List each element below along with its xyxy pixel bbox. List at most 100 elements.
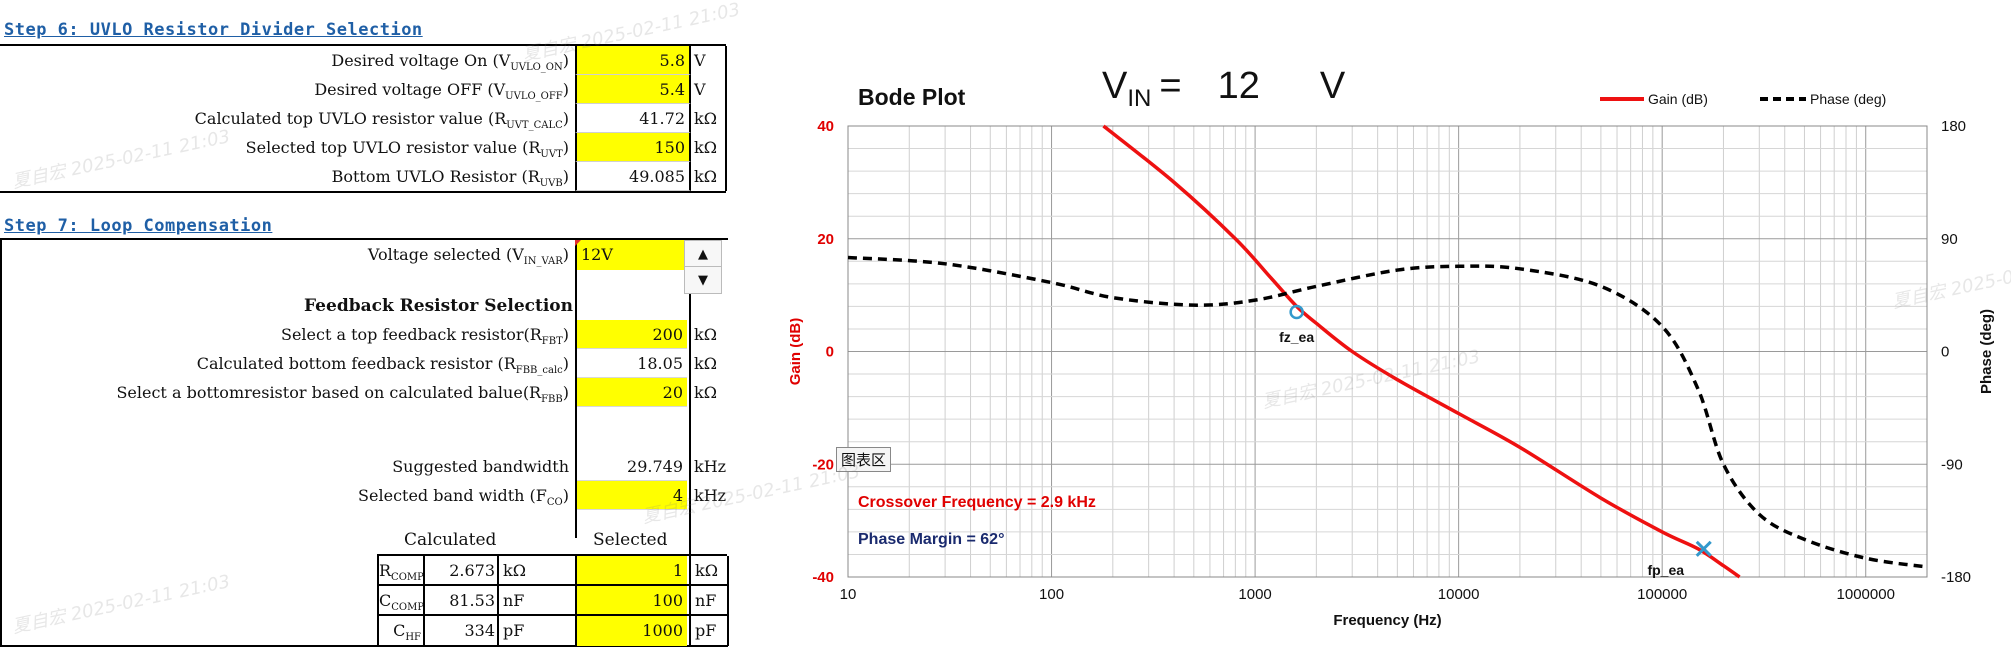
- param-unit: kΩ: [691, 104, 727, 133]
- marker-label: fp_ea: [1647, 562, 1684, 578]
- calculated-value: 2.673: [423, 556, 499, 586]
- uvlo-table: Desired voltage On (VUVLO_ON) 5.8 V Desired…: [0, 44, 727, 193]
- param-unit: V: [691, 75, 727, 104]
- param-value: 41.72: [575, 104, 691, 133]
- param-label: Desired voltage OFF (VUVLO_OFF): [0, 75, 575, 104]
- label-text: Desired voltage OFF (V: [314, 80, 506, 99]
- param-row: Calculated top UVLO resistor value (RUVT…: [0, 104, 727, 133]
- param-value: 29.749: [577, 452, 687, 481]
- param-row: Selected top UVLO resistor value (RUVT) 1…: [0, 133, 727, 162]
- y-right-tick-label: -180: [1941, 569, 1971, 586]
- chart-area-tooltip: 图表区: [836, 447, 892, 472]
- label-subscript: FBB: [541, 394, 563, 406]
- param-value[interactable]: 4: [577, 481, 687, 510]
- param-row: Selected band width (FCO) 4 kHz: [2, 481, 726, 510]
- calculated-unit: nF: [497, 586, 577, 616]
- param-label: Selected top UVLO resistor value (RUVT): [0, 133, 575, 162]
- selected-header: Selected: [593, 530, 668, 550]
- y-left-axis-title: Gain (dB): [790, 318, 804, 386]
- label-subscript: UVLO_OFF: [505, 91, 563, 103]
- label-subscript: FBT: [541, 336, 563, 348]
- gain-series-line: [1102, 124, 1741, 579]
- x-tick-label: 1000: [1238, 586, 1271, 603]
- bode-plot-chart[interactable]: 10 100 1000 10000 100000 1000000 40 20 0 -20 -40 18…: [790, 60, 2010, 656]
- voltage-down-button[interactable]: ▼: [684, 266, 722, 294]
- param-label: Select a bottomresistor based on calcula…: [2, 378, 575, 407]
- calculated-value: 81.53: [423, 586, 499, 616]
- param-value[interactable]: 150: [575, 133, 691, 162]
- param-value[interactable]: 200: [577, 320, 687, 349]
- crossover-annotation: Crossover Frequency = 2.9 kHz: [858, 494, 1096, 511]
- param-unit: kΩ: [691, 133, 727, 162]
- label-subscript: IN_VAR: [523, 256, 563, 268]
- component-name: CHF: [377, 616, 423, 646]
- label-text: Voltage selected (V: [367, 245, 524, 264]
- x-tick-label: 10: [840, 586, 857, 603]
- param-unit: kΩ: [694, 383, 717, 402]
- y-left-tick-label: -40: [812, 569, 834, 586]
- label-subscript: COMP: [391, 602, 425, 614]
- label-subscript: FBB_calc: [515, 365, 563, 377]
- label-subscript: UVLO_ON: [510, 62, 563, 74]
- y-right-tick-label: 180: [1941, 118, 1966, 135]
- cell-comment-indicator: [575, 240, 581, 246]
- legend-phase-label: Phase (deg): [1810, 91, 1886, 107]
- phase-series-line: [847, 255, 1928, 569]
- param-row: Bottom UVLO Resistor (RUVB) 49.085 kΩ: [0, 162, 727, 191]
- param-value: 49.085: [575, 162, 691, 191]
- selected-value[interactable]: 1000: [575, 616, 687, 646]
- label-subscript: HF: [405, 632, 421, 644]
- vin-label: VIN = 12 V: [1102, 65, 1346, 112]
- vin-symbol: V: [1102, 65, 1128, 107]
- label-subscript: CO: [546, 497, 563, 509]
- param-row: Select a top feedback resistor(RFBT) 200 k…: [2, 320, 726, 349]
- param-value[interactable]: 20: [577, 378, 687, 407]
- legend-gain-label: Gain (dB): [1648, 91, 1708, 107]
- y-left-tick-label: 20: [817, 231, 834, 248]
- marker-fp-ea: [1695, 540, 1712, 557]
- label-text: Desired voltage On (V: [331, 51, 511, 70]
- param-value[interactable]: 5.4: [575, 75, 691, 104]
- component-row: CCOMP 81.53 nF 100 nF: [377, 584, 729, 616]
- label-tail: ): [562, 486, 569, 505]
- chart-title: Bode Plot: [858, 84, 966, 110]
- marker-label: fz_ea: [1279, 329, 1314, 345]
- param-value[interactable]: 5.8: [575, 46, 691, 75]
- label-subscript: UVT: [540, 149, 563, 161]
- calculated-value: 334: [423, 616, 499, 646]
- chart-legend: Gain (dB) Phase (deg): [1600, 91, 1886, 107]
- param-unit: kΩ: [694, 325, 717, 344]
- calculated-unit: pF: [497, 616, 577, 646]
- selected-unit: kΩ: [689, 556, 729, 586]
- phase-margin-annotation: Phase Margin = 62°: [858, 531, 1004, 548]
- voltage-up-button[interactable]: ▲: [684, 240, 722, 268]
- label-subscript: UVT_CALC: [506, 120, 563, 132]
- feedback-heading: Feedback Resistor Selection: [304, 296, 573, 316]
- component-row: RCOMP 2.673 kΩ 1 kΩ: [377, 554, 729, 586]
- label-tail: ): [562, 167, 569, 186]
- selected-value[interactable]: 1: [575, 556, 687, 586]
- label-text: Selected top UVLO resistor value (R: [245, 138, 541, 157]
- selected-value[interactable]: 100: [575, 586, 687, 616]
- label-text: Calculated top UVLO resistor value (R: [194, 109, 507, 128]
- label-text: Select a bottomresistor based on calcula…: [116, 383, 542, 402]
- param-unit: kΩ: [694, 354, 717, 373]
- label-tail: ): [562, 109, 569, 128]
- label-text: C: [379, 591, 392, 610]
- vin-value: 12: [1218, 65, 1260, 107]
- param-row: Desired voltage On (VUVLO_ON) 5.8 V: [0, 46, 727, 75]
- label-tail: ): [562, 51, 569, 70]
- component-row: CHF 334 pF 1000 pF: [377, 614, 729, 646]
- voltage-select[interactable]: 12V: [575, 240, 689, 270]
- selected-unit: pF: [689, 616, 729, 646]
- label-text: Calculated bottom feedback resistor (R: [196, 354, 516, 373]
- param-value: 18.05: [577, 349, 687, 378]
- label-tail: ): [562, 383, 569, 402]
- param-row: Select a bottomresistor based on calcula…: [2, 378, 726, 407]
- label-text: Bottom UVLO Resistor (R: [331, 167, 540, 186]
- x-axis-title: Frequency (Hz): [1333, 612, 1441, 629]
- y-right-tick-label: 90: [1941, 231, 1958, 248]
- label-text: R: [379, 561, 392, 580]
- y-left-tick-label: 40: [817, 118, 834, 135]
- x-tick-label: 10000: [1438, 586, 1480, 603]
